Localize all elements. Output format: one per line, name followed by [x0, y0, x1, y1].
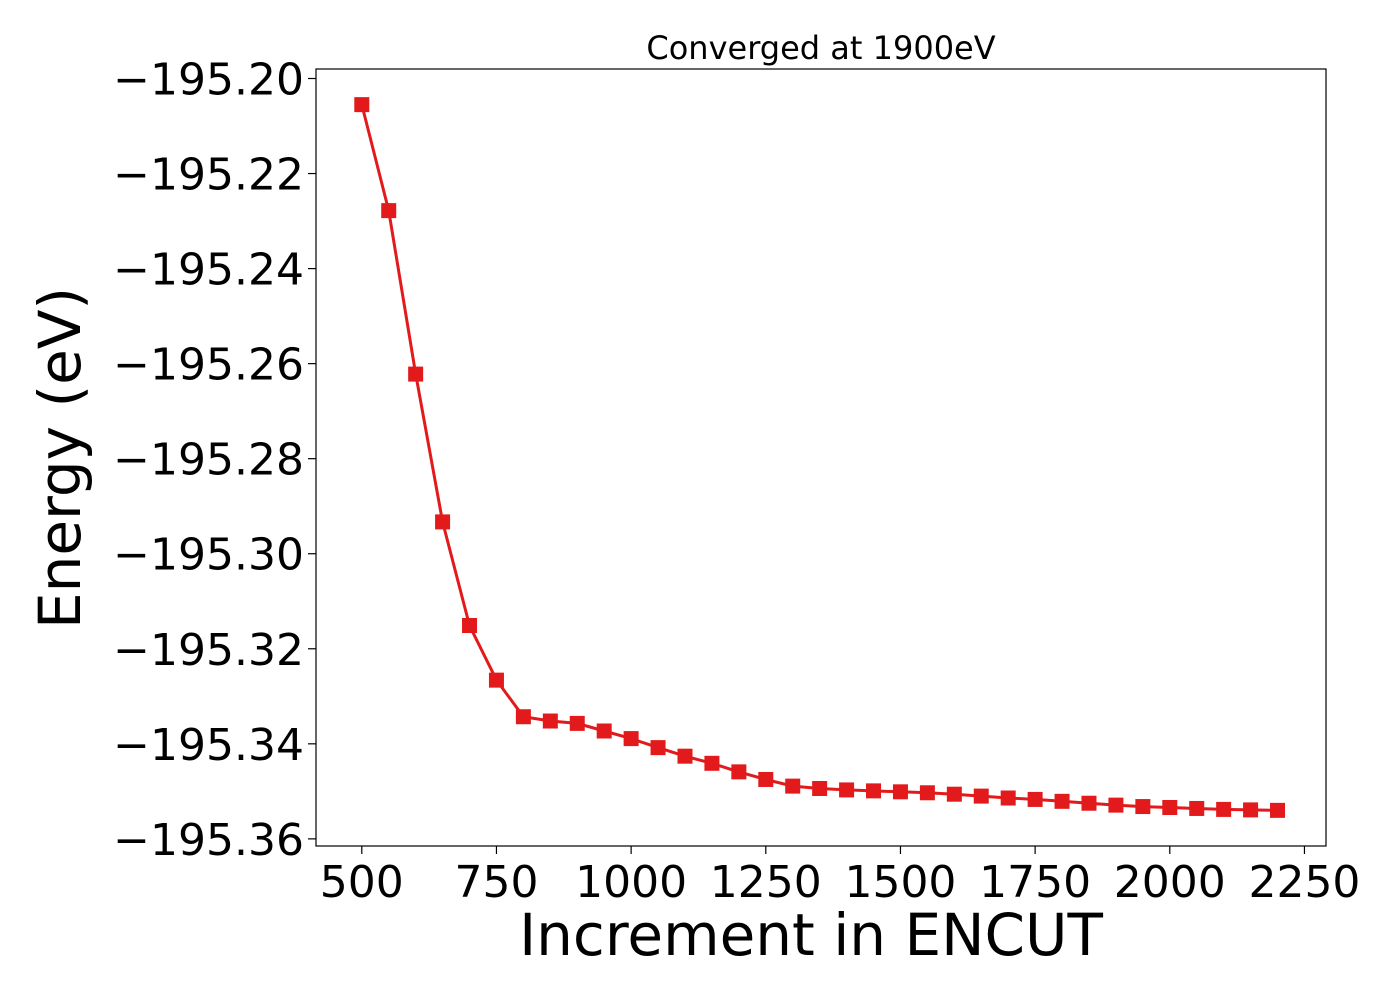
y-tick-label: −195.22	[113, 150, 304, 201]
data-point	[839, 782, 855, 798]
data-point	[569, 715, 585, 731]
data-point	[785, 778, 801, 794]
y-tick-label: −195.20	[113, 55, 304, 106]
y-axis-label: Energy (eV)	[26, 287, 94, 629]
data-point	[1270, 802, 1286, 818]
data-point	[1162, 800, 1178, 816]
data-point	[946, 786, 962, 802]
y-tick-label: −195.32	[113, 625, 304, 676]
data-point	[919, 785, 935, 801]
data-point	[1108, 797, 1124, 813]
x-tick-label: 1750	[979, 857, 1091, 908]
plot-background	[316, 69, 1326, 846]
data-point	[1081, 795, 1097, 811]
x-tick-label: 2250	[1248, 857, 1360, 908]
data-point	[704, 755, 720, 771]
data-point	[812, 780, 828, 796]
y-tick-label: −195.36	[113, 815, 304, 866]
y-tick-label: −195.34	[113, 720, 304, 771]
data-point	[973, 788, 989, 804]
data-point	[542, 713, 558, 729]
y-tick-label: −195.30	[113, 530, 304, 581]
data-point	[866, 783, 882, 799]
data-point	[354, 97, 370, 113]
x-tick-label: 1500	[844, 857, 956, 908]
x-tick-label: 750	[454, 857, 538, 908]
data-point	[408, 366, 424, 382]
x-axis: 500 750 1000 1250 1500 1750 2000 2250	[320, 846, 1360, 908]
data-point	[1216, 801, 1232, 817]
x-tick-label: 500	[320, 857, 404, 908]
chart-title: Converged at 1900eV	[646, 29, 995, 67]
data-point	[488, 672, 504, 688]
data-point	[515, 709, 531, 725]
x-axis-label: Increment in ENCUT	[519, 901, 1103, 969]
y-tick-label: −195.28	[113, 435, 304, 486]
series-markers	[354, 97, 1286, 818]
x-tick-label: 1250	[710, 857, 822, 908]
plot-frame	[315, 68, 1327, 847]
data-point	[650, 740, 666, 756]
y-tick-label: −195.26	[113, 340, 304, 391]
data-point	[1000, 790, 1016, 806]
data-point	[1054, 793, 1070, 809]
data-point	[596, 723, 612, 739]
y-axis: −195.20 −195.22 −195.24 −195.26 −195.28 −195.…	[113, 55, 316, 866]
data-point	[462, 617, 478, 633]
data-point	[1135, 799, 1151, 815]
data-point	[435, 514, 451, 530]
data-point	[1189, 800, 1205, 816]
data-point	[1243, 802, 1259, 818]
data-point	[623, 731, 639, 747]
data-point	[892, 784, 908, 800]
y-tick-label: −195.24	[113, 245, 304, 296]
data-point	[677, 748, 693, 764]
data-point	[758, 771, 774, 787]
data-point	[1027, 791, 1043, 807]
x-tick-label: 2000	[1114, 857, 1226, 908]
x-tick-label: 1000	[575, 857, 687, 908]
data-point	[381, 203, 397, 219]
data-point	[731, 764, 747, 780]
